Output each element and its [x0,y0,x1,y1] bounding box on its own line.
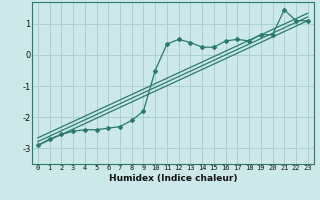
X-axis label: Humidex (Indice chaleur): Humidex (Indice chaleur) [108,174,237,183]
